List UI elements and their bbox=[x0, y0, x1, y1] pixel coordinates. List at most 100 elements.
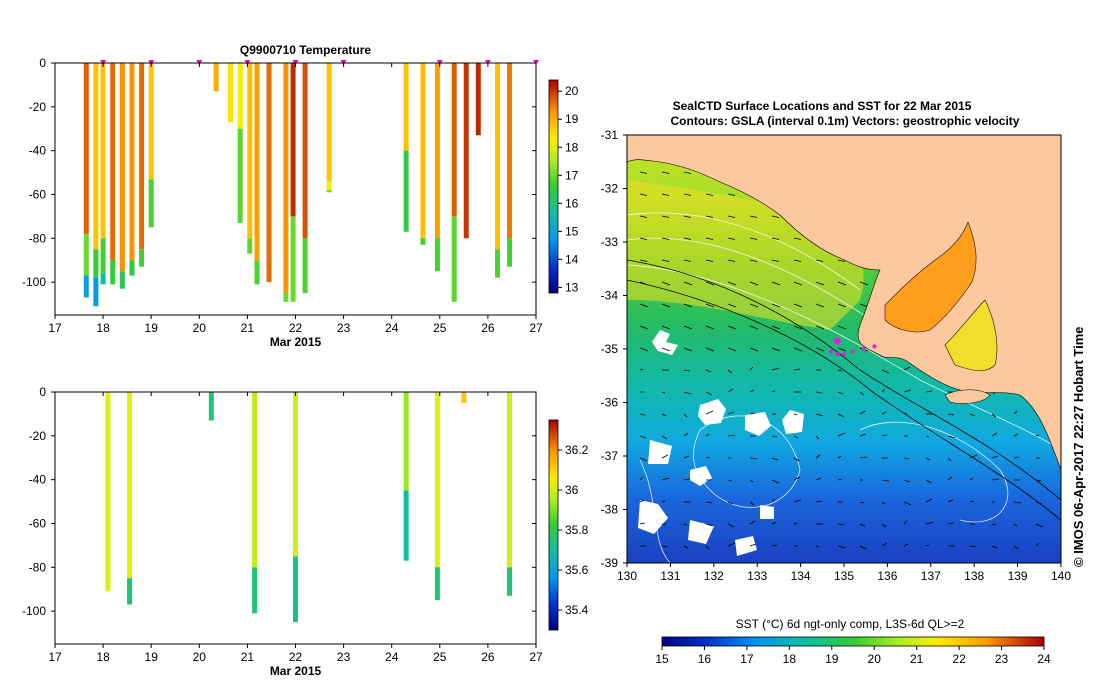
sst-colorbar-tick-label-9: 24 bbox=[1037, 652, 1051, 666]
kangaroo-island bbox=[944, 389, 991, 404]
velocity-vector-321 bbox=[991, 523, 997, 526]
velocity-vector-243 bbox=[903, 479, 911, 483]
profile-24-segment-1 bbox=[495, 249, 501, 278]
velocity-vector-48 bbox=[683, 369, 691, 372]
velocity-vector-196 bbox=[859, 281, 869, 286]
velocity-vector-137 bbox=[793, 237, 802, 240]
profile-8-segment-1 bbox=[507, 567, 513, 596]
y-tick-label-2: -40 bbox=[29, 144, 47, 158]
velocity-vector-208 bbox=[859, 545, 867, 550]
velocity-vector-105 bbox=[749, 366, 754, 371]
velocity-vector-337 bbox=[1013, 456, 1020, 459]
profile-3-segment-0 bbox=[252, 392, 258, 568]
x-tick-label-4: 21 bbox=[241, 321, 255, 335]
velocity-vector-66 bbox=[705, 347, 715, 352]
velocity-vector-179 bbox=[837, 325, 847, 330]
velocity-vector-184 bbox=[837, 432, 846, 437]
profile-21-segment-0 bbox=[451, 63, 457, 217]
velocity-vector-178 bbox=[837, 303, 847, 308]
colorbar-1 bbox=[548, 419, 559, 631]
profile-1-segment-0 bbox=[93, 63, 99, 250]
land-eyre-peninsula bbox=[884, 221, 977, 333]
velocity-vector-51 bbox=[683, 432, 689, 437]
velocity-vector-118 bbox=[771, 237, 780, 240]
velocity-vector-24 bbox=[661, 259, 670, 262]
velocity-vector-39 bbox=[683, 171, 692, 174]
velocity-vector-265 bbox=[925, 544, 930, 547]
velocity-vector-23 bbox=[661, 237, 670, 240]
velocity-vector-147 bbox=[793, 457, 800, 462]
profile-2-segment-0 bbox=[208, 392, 214, 421]
velocity-vector-113 bbox=[749, 543, 757, 547]
velocity-vector-44 bbox=[683, 281, 693, 286]
velocity-vector-303 bbox=[969, 545, 977, 548]
velocity-vector-141 bbox=[793, 325, 803, 330]
velocity-vector-166 bbox=[815, 454, 821, 459]
sst-colorbar-tick-label-3: 18 bbox=[783, 652, 797, 666]
sst-colorbar-tick-label-8: 23 bbox=[995, 652, 1009, 666]
x-tick-label-9: 26 bbox=[481, 650, 495, 664]
velocity-vector-43 bbox=[683, 259, 692, 262]
velocity-vector-181 bbox=[837, 369, 843, 372]
velocity-vector-70 bbox=[705, 433, 710, 437]
velocity-vector-317 bbox=[991, 432, 998, 437]
profile-1-segment-2 bbox=[93, 277, 99, 307]
profile-7-segment-0 bbox=[461, 392, 467, 403]
x-tick-label-8: 25 bbox=[433, 650, 447, 664]
profile-23-segment-0 bbox=[475, 63, 481, 136]
x-tick-label-1: 18 bbox=[96, 321, 110, 335]
velocity-vector-49 bbox=[683, 391, 692, 395]
velocity-vector-64 bbox=[705, 303, 715, 308]
velocity-vector-37 bbox=[661, 545, 668, 548]
profile-14-segment-0 bbox=[283, 63, 289, 294]
profile-2-segment-0 bbox=[100, 63, 106, 239]
velocity-vector-67 bbox=[705, 369, 712, 373]
map-axes: 130 131 132 133 134 135 136 137 138 139 140 -31 -32 -… bbox=[601, 128, 1072, 583]
velocity-vector-5 bbox=[639, 259, 648, 262]
profile-22-segment-0 bbox=[463, 63, 469, 239]
velocity-vector-167 bbox=[815, 477, 822, 481]
velocity-vector-177 bbox=[837, 281, 847, 286]
velocity-vector-159 bbox=[815, 303, 825, 308]
velocity-vector-242 bbox=[903, 457, 910, 460]
profile-3-segment-0 bbox=[110, 63, 116, 261]
velocity-vector-129 bbox=[771, 479, 780, 484]
velocity-vector-165 bbox=[815, 435, 820, 440]
velocity-vector-4 bbox=[639, 237, 648, 240]
x-tick-label-5: 22 bbox=[289, 650, 303, 664]
velocity-vector-282 bbox=[947, 499, 954, 503]
velocity-vector-50 bbox=[683, 413, 688, 418]
velocity-vector-221 bbox=[881, 411, 887, 415]
colorbar-tick-label-0: 13 bbox=[565, 280, 579, 294]
profile-24-segment-0 bbox=[495, 63, 501, 250]
colorbar-tick-label-0: 35.4 bbox=[565, 603, 589, 617]
x-tick-label-1: 18 bbox=[96, 650, 110, 664]
velocity-vector-100 bbox=[749, 259, 758, 262]
profile-3-segment-1 bbox=[252, 567, 258, 614]
y-tick-label-0: 0 bbox=[39, 385, 46, 399]
seal-ctd-locations bbox=[828, 337, 877, 357]
x-tick-label-6: 23 bbox=[337, 321, 351, 335]
map-x-tick-label-0: 130 bbox=[617, 569, 637, 583]
velocity-vector-28 bbox=[661, 347, 671, 352]
colorbar-tick-label-2: 35.8 bbox=[565, 523, 589, 537]
map-title: SealCTD Surface Locations and SST for 22… bbox=[673, 99, 972, 113]
profile-4-segment-1 bbox=[119, 271, 125, 289]
velocity-vector-122 bbox=[771, 325, 781, 330]
velocity-vector-127 bbox=[771, 435, 778, 438]
velocity-vector-322 bbox=[991, 545, 998, 549]
velocity-vector-74 bbox=[705, 523, 714, 527]
sst-colorbar-tick-label-6: 21 bbox=[910, 652, 924, 666]
map-y-tick-label-3: -34 bbox=[601, 289, 619, 303]
velocity-vector-140 bbox=[793, 303, 803, 308]
velocity-vector-280 bbox=[947, 457, 952, 462]
x-tick-label-7: 24 bbox=[385, 650, 399, 664]
profile-17-segment-0 bbox=[326, 63, 332, 182]
velocity-vector-258 bbox=[925, 390, 933, 393]
map-x-tick-label-10: 140 bbox=[1051, 569, 1071, 583]
velocity-vector-138 bbox=[793, 259, 802, 262]
profile-5-segment-0 bbox=[403, 392, 409, 491]
velocity-vector-63 bbox=[705, 281, 715, 286]
velocity-vector-12 bbox=[639, 413, 646, 416]
